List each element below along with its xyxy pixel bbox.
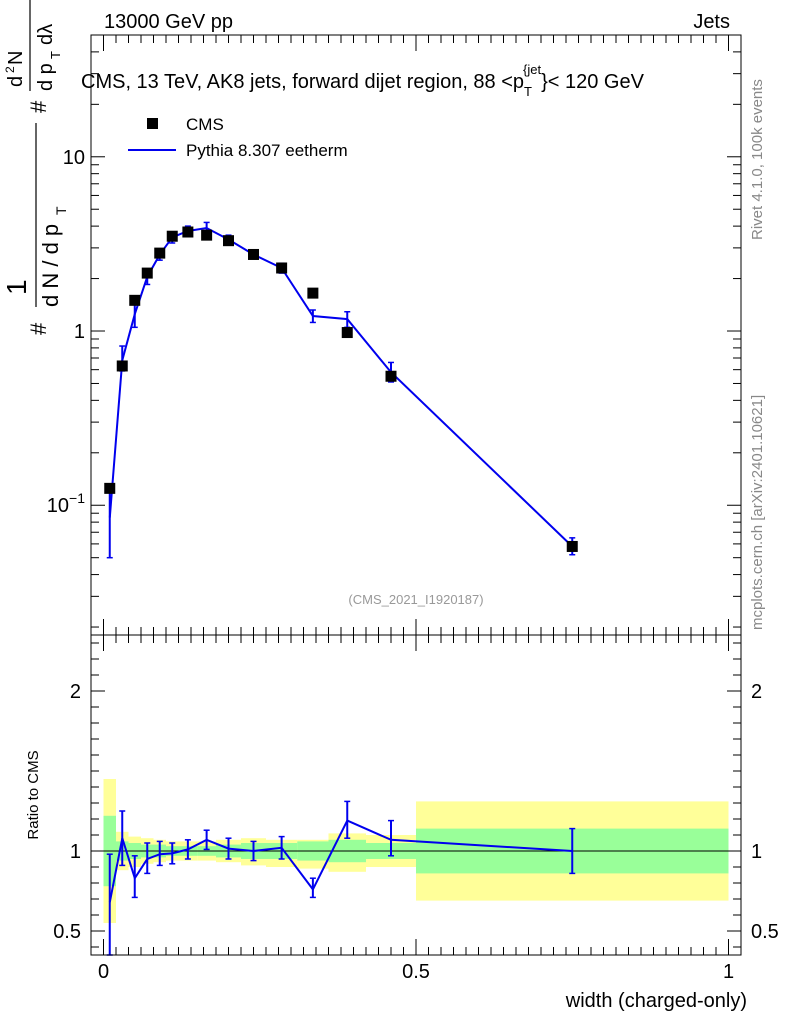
ratio-y-tick-label: 2	[70, 681, 81, 703]
ratio-plot: 0.5 0.5 1 1 2 2 0 0.5 1 Ratio to CMS width (char…	[25, 634, 779, 1012]
legend-marker-cms	[147, 118, 158, 129]
ratio-plot-marks	[91, 779, 741, 956]
mcplots-text: mcplots.cern.ch [arXiv:2401.10621]	[749, 395, 766, 630]
cms-point	[166, 230, 178, 242]
header-process: Jets	[693, 11, 730, 33]
main-plot-ylabel: # 1 d N / d p T # d 2 N d p T dλ	[1, 0, 69, 335]
ratio-y-tick-label: 1	[70, 841, 81, 863]
main-y-tick-label: 10	[63, 147, 85, 169]
ratio-y-tick-label-right: 2	[751, 681, 762, 703]
svg-text:1: 1	[1, 279, 32, 295]
ratio-y-tick-label-right: 0.5	[751, 921, 779, 943]
ratio-plot-ticks: 0.5 0.5 1 1 2 2 0 0.5 1	[53, 635, 779, 983]
legend: CMS Pythia 8.307 eetherm	[128, 115, 348, 160]
main-y-tick-label: 1	[74, 321, 85, 343]
cms-point	[276, 262, 288, 274]
main-plot-ticks: 10−1 1 10	[47, 34, 741, 635]
cms-point	[248, 248, 259, 260]
cms-point	[385, 370, 397, 382]
rivet-version-text: Rivet 4.1.0, 100k events	[749, 79, 766, 240]
cms-point	[104, 482, 116, 494]
header-energy: 13000 GeV pp	[104, 11, 233, 33]
ratio-plot-ylabel: Ratio to CMS	[25, 750, 42, 839]
cms-point	[182, 226, 194, 238]
legend-label-pythia: Pythia 8.307 eetherm	[186, 141, 348, 160]
main-plot-watermark: (CMS_2021_I1920187)	[348, 592, 483, 607]
ratio-y-tick-label: 0.5	[53, 921, 81, 943]
svg-text:T: T	[48, 51, 63, 59]
main-y-tick-label: 10−1	[47, 490, 85, 517]
svg-text:#: #	[26, 322, 51, 335]
svg-text:2: 2	[3, 66, 17, 73]
cms-point	[154, 247, 166, 259]
svg-text:#: #	[26, 100, 51, 113]
x-tick-label: 0	[98, 961, 109, 983]
svg-text:d: d	[5, 76, 27, 87]
pythia-line	[108, 226, 573, 548]
svg-text:T: T	[53, 206, 69, 215]
cms-point	[341, 327, 353, 339]
svg-text:dλ: dλ	[35, 24, 57, 45]
svg-text:d N / d p: d N / d p	[38, 224, 63, 307]
main-plot-title: CMS, 13 TeV, AK8 jets, forward dijet reg…	[81, 62, 645, 99]
legend-label-cms: CMS	[186, 115, 224, 134]
svg-text:d p: d p	[35, 63, 57, 91]
cms-point	[307, 287, 319, 299]
ratio-y-tick-label-right: 1	[751, 841, 762, 863]
x-tick-label: 1	[723, 961, 734, 983]
cms-point	[223, 235, 234, 247]
main-plot-marks	[104, 221, 578, 559]
cms-point	[201, 229, 213, 241]
cms-point	[566, 540, 578, 552]
ratio-plot-frame	[90, 634, 742, 956]
svg-text:N: N	[5, 51, 27, 65]
ratio-plot-xlabel: width (charged-only)	[565, 990, 747, 1012]
x-tick-label: 0.5	[402, 961, 430, 983]
cms-point	[116, 360, 128, 372]
cms-point	[129, 294, 141, 306]
cms-point	[141, 267, 153, 279]
main-plot: 10−1 1 10 CMS, 13 TeV, AK8 jets, forward d…	[1, 0, 742, 636]
